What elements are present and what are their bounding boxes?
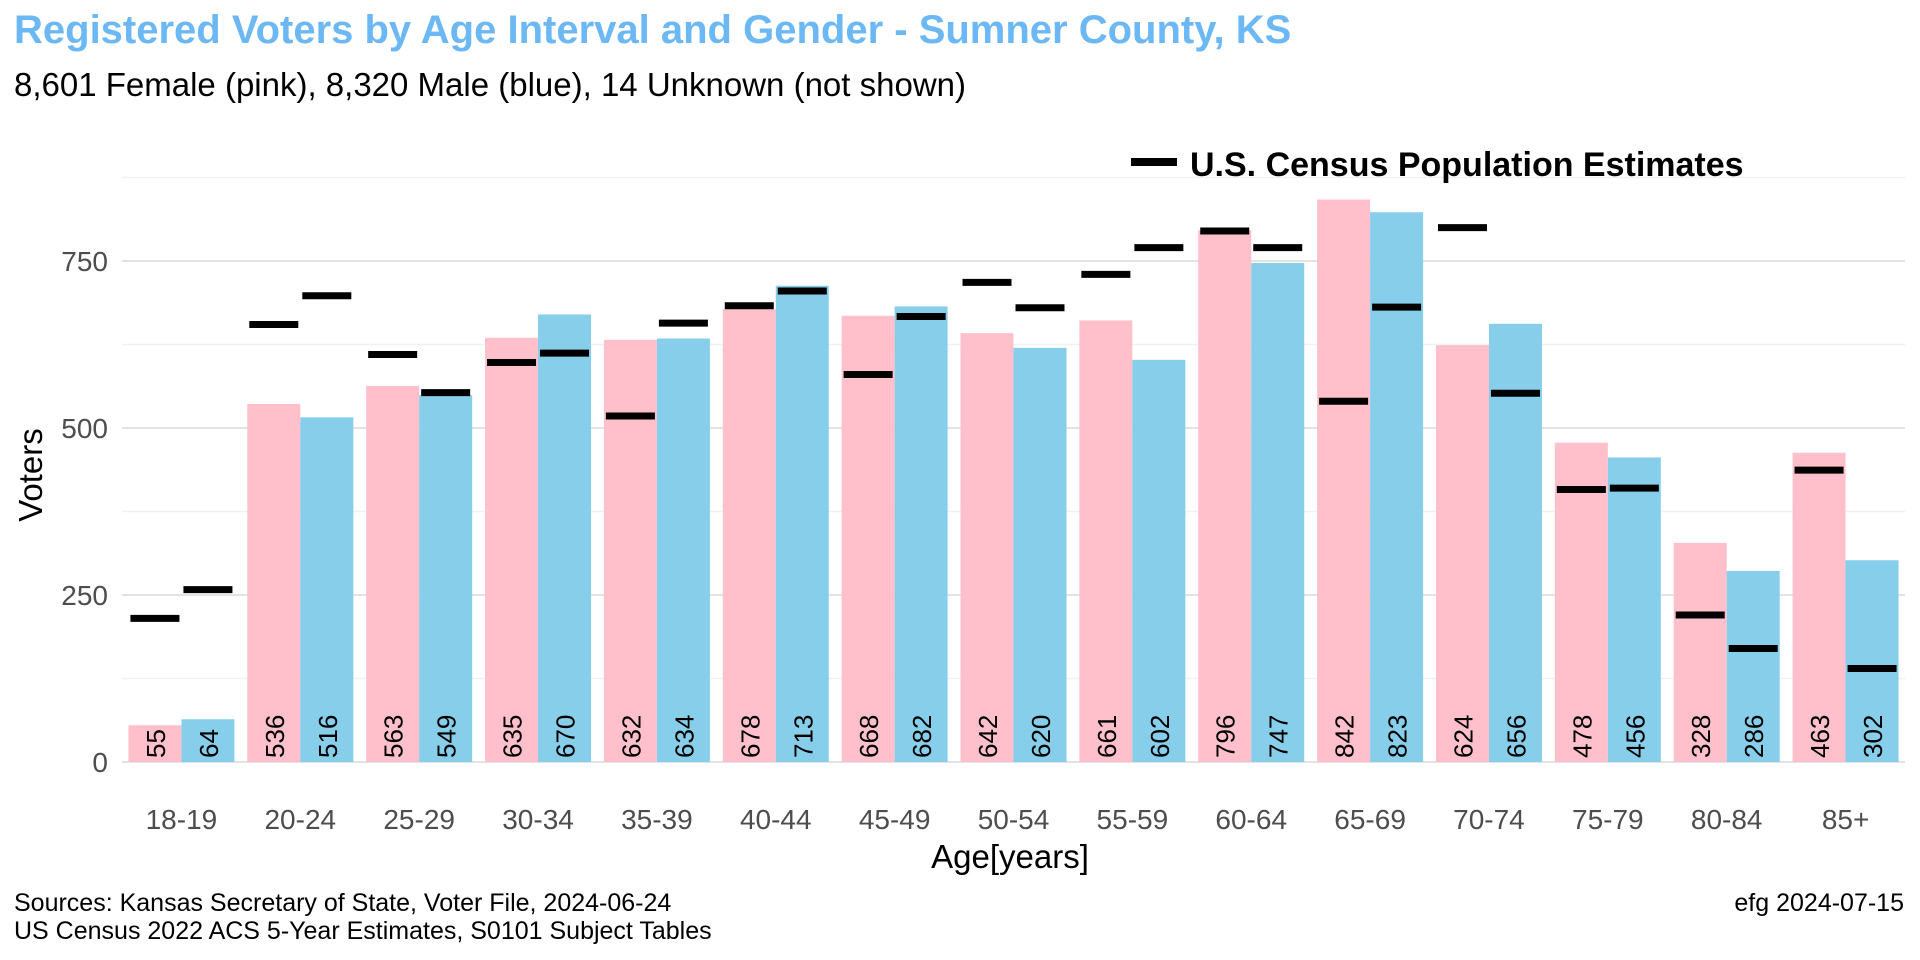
x-tick-label: 55-59 <box>1097 804 1169 835</box>
male-bar <box>1607 457 1661 762</box>
female-value-label: 563 <box>379 715 409 758</box>
female-value-label: 678 <box>735 715 765 758</box>
x-tick-label: 20-24 <box>264 804 336 835</box>
female-bar <box>1079 320 1133 762</box>
x-tick-label: 30-34 <box>502 804 574 835</box>
female-value-label: 635 <box>498 715 528 758</box>
bar-chart: 55 64 536 516 563 549 635 670 632 634 678 713 668 682… <box>12 146 1905 875</box>
x-tick-label: 60-64 <box>1215 804 1287 835</box>
male-bar <box>775 285 829 762</box>
y-tick-label: 250 <box>61 580 108 611</box>
female-value-label: 642 <box>973 715 1003 758</box>
male-value-label: 823 <box>1383 715 1413 758</box>
chart-title: Registered Voters by Age Interval and Ge… <box>14 8 1292 52</box>
female-bar <box>1198 230 1252 763</box>
male-bar <box>300 417 354 762</box>
female-bar <box>960 333 1014 762</box>
female-bar <box>1317 199 1371 762</box>
male-bar <box>1132 359 1186 762</box>
female-bar <box>247 403 301 762</box>
male-bar <box>1845 560 1899 762</box>
legend-census-label: U.S. Census Population Estimates <box>1190 146 1744 184</box>
female-value-label: 796 <box>1211 715 1241 758</box>
male-value-label: 747 <box>1264 715 1294 758</box>
female-bar <box>1554 442 1608 762</box>
male-value-label: 670 <box>551 715 581 758</box>
female-value-label: 624 <box>1448 715 1478 758</box>
male-bar <box>1488 323 1542 762</box>
x-tick-label: 85+ <box>1822 804 1870 835</box>
female-value-label: 478 <box>1567 715 1597 758</box>
x-tick-label: 65-69 <box>1334 804 1406 835</box>
male-bar <box>1370 212 1424 763</box>
male-bar <box>538 314 592 762</box>
y-tick-label: 0 <box>92 747 108 778</box>
female-value-label: 536 <box>260 715 290 758</box>
y-axis-title: Voters <box>12 428 49 522</box>
male-bar <box>1251 263 1305 762</box>
y-tick-label: 500 <box>61 413 108 444</box>
x-tick-label: 25-29 <box>383 804 455 835</box>
x-tick-label: 18-19 <box>146 804 218 835</box>
female-bar <box>1792 452 1846 762</box>
female-bar <box>841 315 895 762</box>
x-tick-label: 40-44 <box>740 804 812 835</box>
female-bar <box>485 337 539 762</box>
male-value-label: 634 <box>669 715 699 758</box>
male-value-label: 620 <box>1026 715 1056 758</box>
x-tick-label: 35-39 <box>621 804 693 835</box>
male-value-label: 549 <box>432 715 462 758</box>
y-tick-label: 750 <box>61 246 108 277</box>
female-value-label: 55 <box>141 729 171 758</box>
male-bar <box>894 306 948 762</box>
female-value-label: 661 <box>1092 715 1122 758</box>
male-value-label: 516 <box>313 715 343 758</box>
axes: 0 250 500 750 18-19 20-24 25-29 30-34 35-39 40-44… <box>61 246 1869 835</box>
male-bar <box>181 719 235 762</box>
male-value-label: 64 <box>194 729 224 758</box>
chart-subtitle: 8,601 Female (pink), 8,320 Male (blue), … <box>14 66 966 103</box>
source-line-2: US Census 2022 ACS 5-Year Estimates, S01… <box>14 917 712 945</box>
male-bar <box>1726 570 1780 762</box>
male-value-label: 302 <box>1858 715 1888 758</box>
legend: U.S. Census Population Estimates <box>1131 146 1744 184</box>
x-axis-title: Age[years] <box>931 838 1089 875</box>
source-line-1: Sources: Kansas Secretary of State, Vote… <box>14 889 672 917</box>
x-tick-label: 50-54 <box>978 804 1050 835</box>
x-tick-label: 45-49 <box>859 804 931 835</box>
female-bar <box>603 339 657 762</box>
female-bar <box>128 725 182 762</box>
male-value-label: 682 <box>907 715 937 758</box>
female-value-label: 632 <box>616 715 646 758</box>
x-tick-label: 80-84 <box>1691 804 1763 835</box>
female-bar <box>366 385 420 762</box>
credit-note: efg 2024-07-15 <box>1734 889 1904 917</box>
female-bar <box>1673 542 1727 762</box>
x-tick-label: 75-79 <box>1572 804 1644 835</box>
census-markers <box>130 224 1897 672</box>
male-value-label: 656 <box>1501 715 1531 758</box>
female-value-label: 668 <box>854 715 884 758</box>
female-bar <box>722 309 776 762</box>
male-bar <box>419 395 473 762</box>
male-value-label: 286 <box>1739 715 1769 758</box>
bars: 55 64 536 516 563 549 635 670 632 634 678 713 668 682… <box>128 199 1899 763</box>
female-value-label: 463 <box>1805 715 1835 758</box>
male-value-label: 713 <box>788 715 818 758</box>
male-value-label: 456 <box>1620 715 1650 758</box>
male-bar <box>1013 347 1067 762</box>
female-bar <box>1435 345 1489 762</box>
female-value-label: 842 <box>1330 715 1360 758</box>
female-value-label: 328 <box>1686 715 1716 758</box>
male-value-label: 602 <box>1145 715 1175 758</box>
x-tick-label: 70-74 <box>1453 804 1525 835</box>
male-bar <box>656 338 710 762</box>
